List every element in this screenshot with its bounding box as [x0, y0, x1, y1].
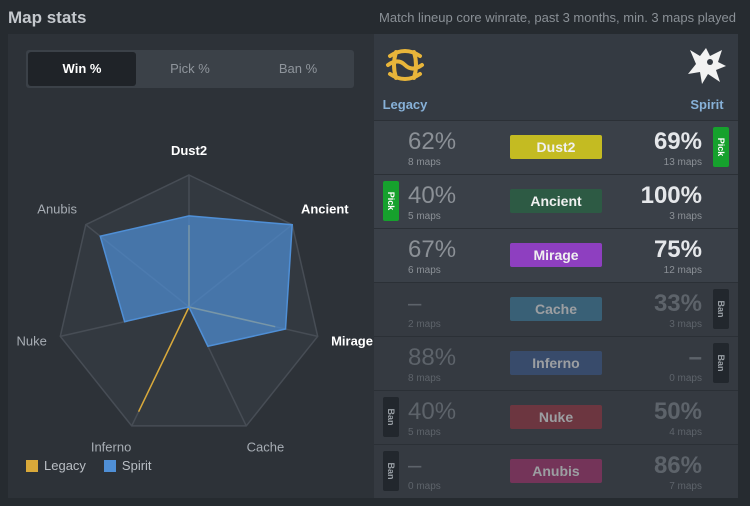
radar-axis-label-inferno: Inferno	[91, 440, 131, 455]
spirit-ban-badge: Ban	[713, 289, 729, 329]
map-name-badge: Ancient	[510, 189, 602, 213]
map-name-badge: Inferno	[510, 351, 602, 375]
team-spirit[interactable]: Spirit	[684, 42, 730, 112]
map-name-badge: Mirage	[510, 243, 602, 267]
map-row-dust2[interactable]: 62% 8 maps Dust2 69% 13 maps Pick	[374, 120, 738, 174]
tab-ban-percent[interactable]: Ban %	[278, 61, 318, 76]
map-row-mirage[interactable]: 67% 6 maps Mirage 75% 12 maps	[374, 228, 738, 282]
legacy-winrate: 62%	[408, 128, 457, 155]
legacy-maps-count: 5 maps	[408, 211, 441, 222]
radar-series-spirit	[99, 215, 293, 348]
radar-axis-label-ancient: Ancient	[301, 202, 349, 217]
legend-item-spirit[interactable]: Spirit	[103, 458, 152, 473]
map-name-badge: Cache	[510, 297, 602, 321]
team-header: Legacy Spirit	[374, 34, 738, 120]
legacy-maps-count: 8 maps	[408, 373, 441, 384]
map-row-anubis[interactable]: Ban – 0 maps Anubis 86% 7 maps	[374, 444, 738, 498]
map-name-badge: Dust2	[510, 135, 602, 159]
tab-pick-percent[interactable]: Pick %	[170, 61, 210, 76]
spirit-maps-count: 12 maps	[663, 265, 702, 276]
spirit-dragon-logo-icon	[688, 48, 726, 84]
page-subtitle: Match lineup core winrate, past 3 months…	[379, 10, 736, 25]
spirit-pick-badge: Pick	[713, 127, 729, 167]
page-title: Map stats	[8, 8, 87, 27]
legacy-pick-badge: Pick	[383, 181, 399, 221]
map-name-badge: Nuke	[510, 405, 602, 429]
radar-chart: Dust2 Ancient Mirage Cache Inferno Nuke Anubis	[17, 143, 373, 455]
legacy-winrate: 40%	[408, 398, 457, 425]
spirit-winrate: 33%	[653, 290, 702, 317]
spirit-maps-count: 13 maps	[663, 157, 702, 168]
spirit-winrate: 69%	[653, 128, 702, 155]
radar-axis-label-cache: Cache	[247, 440, 285, 455]
spirit-winrate: 75%	[653, 236, 702, 263]
radar-axis-label-anubis: Anubis	[37, 202, 77, 217]
stat-tabs: Win % Pick % Ban %	[26, 50, 354, 88]
legacy-maps-count: 0 maps	[408, 481, 441, 492]
legacy-maps-count: 8 maps	[408, 157, 441, 168]
map-row-nuke[interactable]: Ban 40% 5 maps Nuke 50% 4 maps	[374, 390, 738, 444]
legacy-winrate: –	[408, 452, 422, 479]
spirit-winrate: 100%	[640, 182, 702, 209]
map-row-ancient[interactable]: Pick 40% 5 maps Ancient 100% 3 maps	[374, 174, 738, 228]
spirit-winrate: 50%	[653, 398, 702, 425]
legacy-maps-count: 5 maps	[408, 427, 441, 438]
radar-axis-label-nuke: Nuke	[17, 334, 47, 349]
spirit-maps-count: 3 maps	[669, 319, 702, 330]
team-legacy[interactable]: Legacy	[382, 42, 428, 112]
chart-legend: Legacy Spirit	[26, 458, 152, 473]
legacy-winrate: 40%	[408, 182, 457, 209]
spirit-maps-count: 4 maps	[669, 427, 702, 438]
legacy-ban-badge: Ban	[383, 451, 399, 491]
legend-item-legacy[interactable]: Legacy	[26, 458, 86, 473]
legend-swatch-spirit	[103, 459, 116, 472]
header: Map stats Match lineup core winrate, pas…	[0, 0, 750, 34]
map-row-cache[interactable]: – 2 maps Cache 33% 3 maps Ban	[374, 282, 738, 336]
legacy-maps-count: 2 maps	[408, 319, 441, 330]
spirit-maps-count: 7 maps	[669, 481, 702, 492]
team-name-legacy: Legacy	[382, 97, 428, 112]
team-name-spirit: Spirit	[690, 97, 724, 112]
map-rows: 62% 8 maps Dust2 69% 13 maps Pick Pick 4…	[374, 120, 738, 498]
map-table: Legacy Spirit 62% 8 maps Dust2 69% 13 ma…	[374, 34, 738, 498]
legend-label-legacy: Legacy	[44, 458, 86, 473]
radar-panel: Win % Pick % Ban % Dust2 Ancient Mirage Cac…	[8, 34, 374, 498]
spirit-maps-count: 0 maps	[669, 373, 702, 384]
legacy-winrate: 67%	[408, 236, 457, 263]
legend-label-spirit: Spirit	[121, 458, 152, 473]
legend-swatch-legacy	[26, 459, 38, 472]
legacy-maps-count: 6 maps	[408, 265, 441, 276]
spirit-ban-badge: Ban	[713, 343, 729, 383]
legacy-winrate: 88%	[408, 344, 457, 371]
map-name-badge: Anubis	[510, 459, 602, 483]
radar-axis-label-mirage: Mirage	[331, 334, 373, 349]
map-row-inferno[interactable]: 88% 8 maps Inferno – 0 maps Ban	[374, 336, 738, 390]
legacy-winrate: –	[408, 290, 422, 317]
legacy-ban-badge: Ban	[383, 397, 399, 437]
radar-axis-label-dust2: Dust2	[171, 143, 207, 158]
spirit-maps-count: 3 maps	[669, 211, 702, 222]
spirit-winrate: 86%	[653, 452, 702, 479]
legacy-logo-icon	[386, 49, 424, 81]
tab-win-percent[interactable]: Win %	[28, 52, 136, 86]
spirit-winrate: –	[688, 344, 702, 371]
